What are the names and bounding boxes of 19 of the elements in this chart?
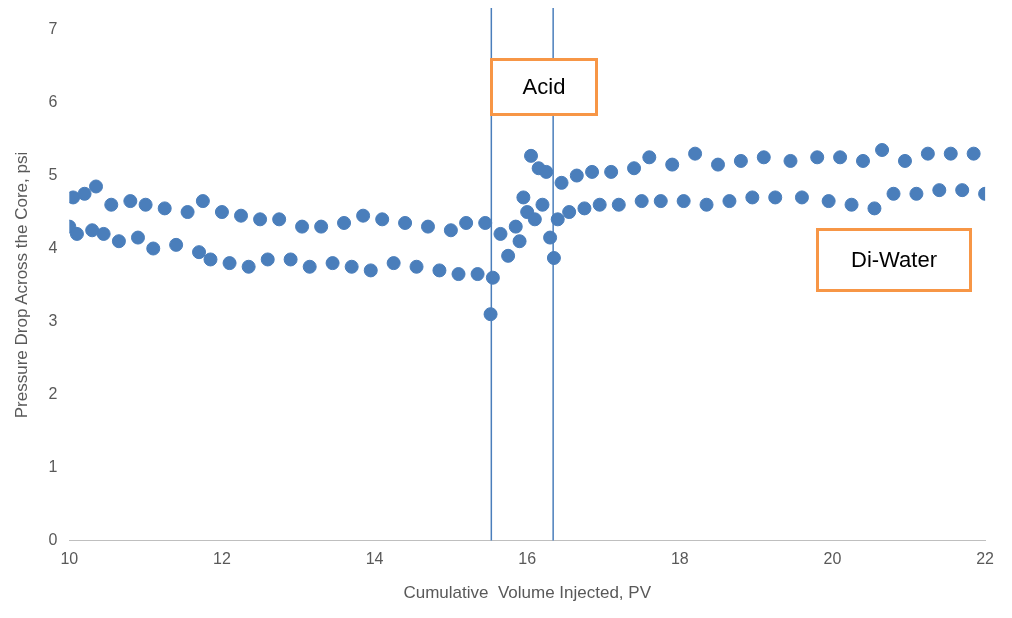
x-tick-label: 12 bbox=[213, 550, 231, 568]
annotation: Acid bbox=[522, 74, 566, 100]
y-tick-label: 4 bbox=[48, 238, 58, 256]
y-tick-label: 3 bbox=[48, 311, 58, 329]
x-tick-label: 22 bbox=[976, 550, 995, 568]
x-tick-label: 16 bbox=[518, 550, 537, 568]
y-tick-label: 0 bbox=[48, 530, 58, 548]
annotation: Di-Water bbox=[851, 247, 937, 273]
y-tick-label: 7 bbox=[48, 20, 58, 38]
x-axis-title: Cumulative Volume Injected, PV bbox=[403, 583, 652, 603]
y-axis-title: Pressure Drop Across the Core, psi bbox=[11, 151, 31, 419]
x-tick-label: 14 bbox=[365, 550, 384, 568]
y-tick-label: 5 bbox=[48, 165, 58, 183]
y-tick-label: 2 bbox=[48, 384, 58, 402]
y-tick-label: 1 bbox=[48, 457, 58, 475]
y-tick-label: 6 bbox=[48, 92, 58, 110]
x-tick-label: 18 bbox=[670, 550, 689, 568]
x-tick-label: 10 bbox=[60, 550, 79, 568]
x-tick-label: 20 bbox=[823, 550, 842, 568]
